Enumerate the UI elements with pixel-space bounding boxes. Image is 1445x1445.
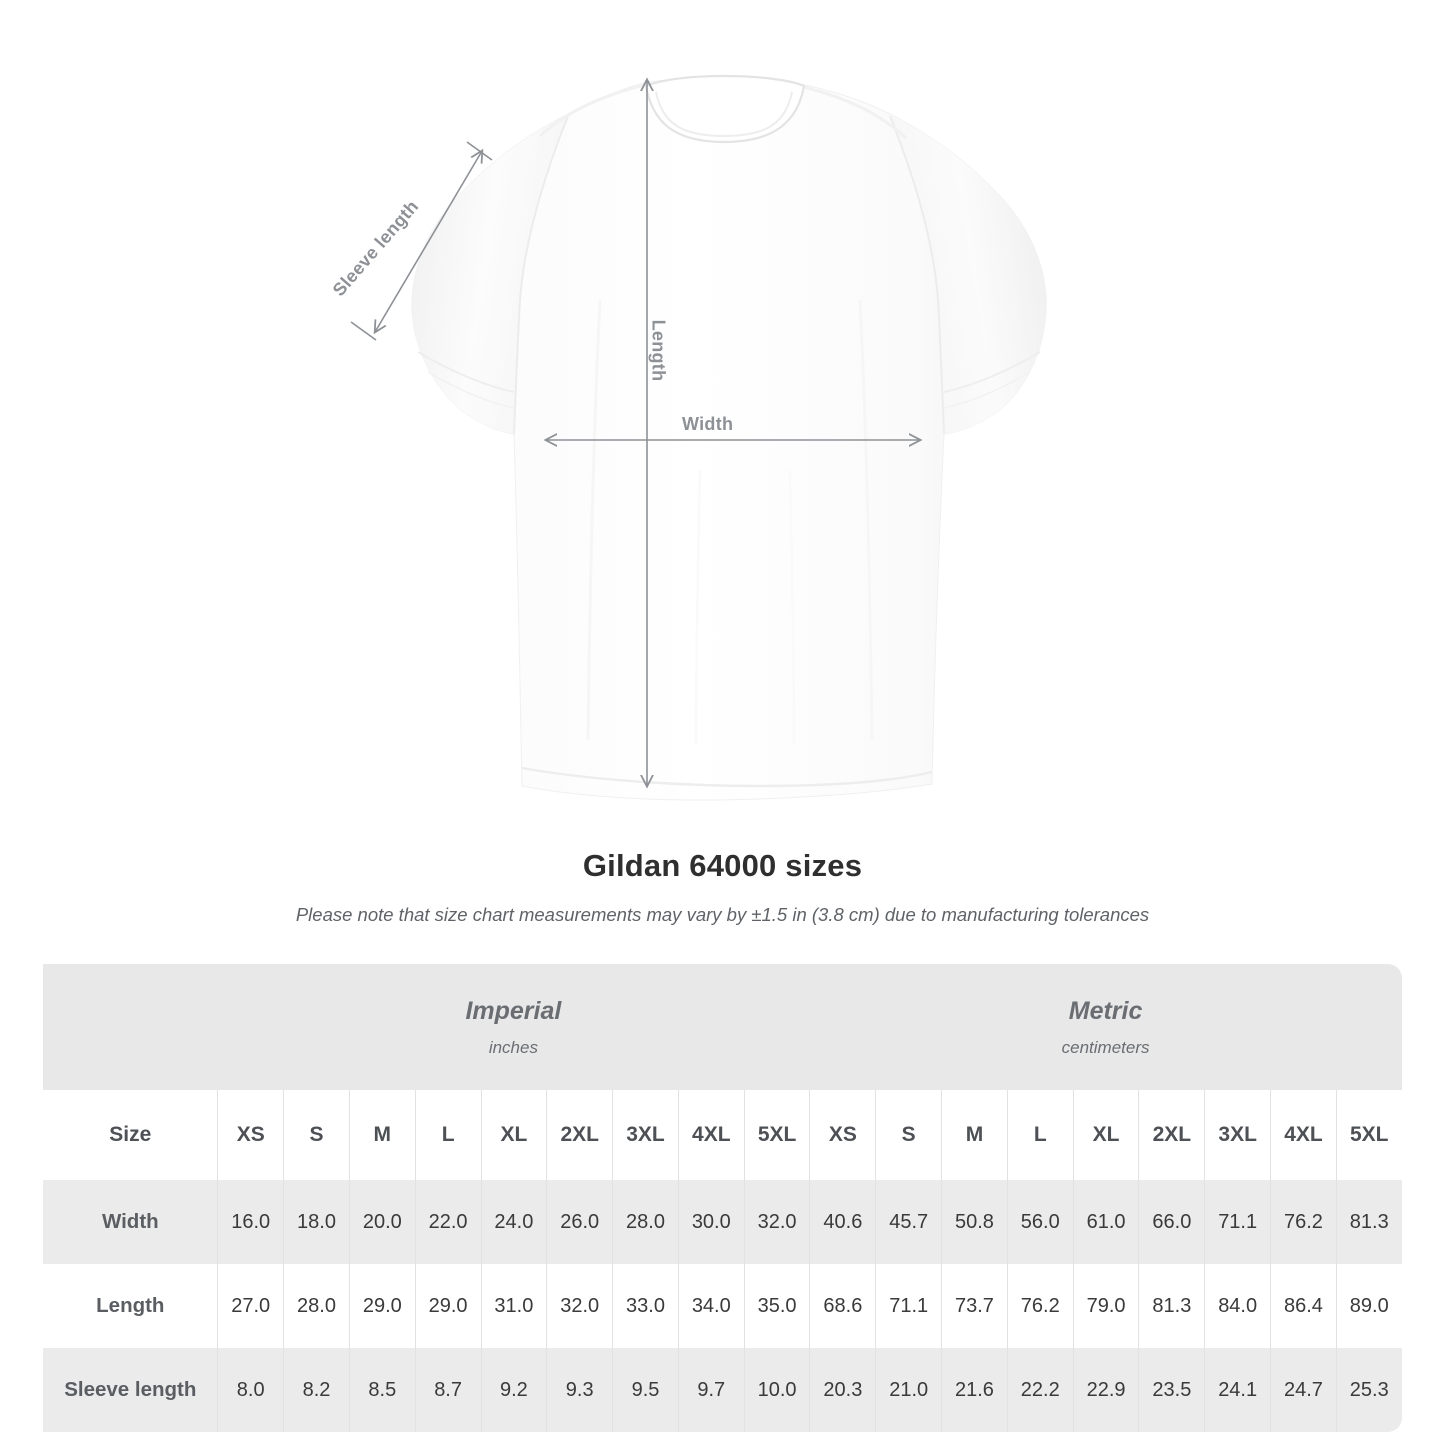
length-metric-3xl: 84.0 (1204, 1264, 1271, 1348)
length-imperial-3xl: 33.0 (612, 1264, 678, 1348)
sleeve-metric-4xl: 24.7 (1270, 1348, 1336, 1432)
length-imperial-4xl: 34.0 (677, 1264, 744, 1348)
width-imperial-2xl: 26.0 (546, 1180, 613, 1264)
unit-group-metric: Metric centimeters (809, 964, 1402, 1090)
width-imperial-m: 20.0 (348, 1180, 415, 1264)
length-imperial-xs: 27.0 (217, 1264, 284, 1348)
header-col-1: S (283, 1090, 349, 1180)
length-metric-xl: 79.0 (1072, 1264, 1139, 1348)
length-imperial-s: 28.0 (283, 1264, 349, 1348)
table-header-row: Size XS S M L XL 2XL 3XL 4XL 5XL XS S M … (43, 1090, 1402, 1180)
width-metric-xs: 40.6 (809, 1180, 876, 1264)
sleeve-metric-2xl: 23.5 (1138, 1348, 1205, 1432)
sleeve-imperial-2xl: 9.3 (546, 1348, 613, 1432)
width-imperial-4xl: 30.0 (677, 1180, 744, 1264)
table-row: Width 16.0 18.0 20.0 22.0 24.0 26.0 28.0… (43, 1180, 1402, 1264)
width-imperial-xs: 16.0 (217, 1180, 284, 1264)
sleeve-imperial-l: 8.7 (414, 1348, 481, 1432)
table-row: Sleeve length 8.0 8.2 8.5 8.7 9.2 9.3 9.… (43, 1348, 1402, 1432)
sleeve-length-dimension (350, 141, 493, 341)
sleeve-metric-xs: 20.3 (809, 1348, 876, 1432)
header-col-9: XS (809, 1090, 876, 1180)
width-metric-m: 50.8 (941, 1180, 1007, 1264)
header-col-8: 5XL (743, 1090, 810, 1180)
metric-unit: centimeters (1061, 1037, 1150, 1057)
length-imperial-2xl: 32.0 (546, 1264, 613, 1348)
header-col-4: XL (480, 1090, 547, 1180)
length-imperial-l: 29.0 (414, 1264, 481, 1348)
table-row: Length 27.0 28.0 29.0 29.0 31.0 32.0 33.… (43, 1264, 1402, 1348)
header-col-3: L (414, 1090, 481, 1180)
header-col-2: M (348, 1090, 415, 1180)
sleeve-metric-xl: 22.9 (1072, 1348, 1139, 1432)
length-metric-2xl: 81.3 (1138, 1264, 1205, 1348)
sleeve-imperial-xl: 9.2 (480, 1348, 547, 1432)
header-col-11: M (941, 1090, 1007, 1180)
width-imperial-5xl: 32.0 (743, 1180, 810, 1264)
width-metric-s: 45.7 (875, 1180, 942, 1264)
header-col-0: XS (217, 1090, 284, 1180)
header-col-13: XL (1072, 1090, 1139, 1180)
sleeve-imperial-5xl: 10.0 (743, 1348, 810, 1432)
tolerance-note: Please note that size chart measurements… (295, 904, 1150, 925)
length-metric-4xl: 86.4 (1270, 1264, 1336, 1348)
length-metric-m: 73.7 (941, 1264, 1007, 1348)
width-imperial-l: 22.0 (414, 1180, 481, 1264)
tshirt-garment (411, 74, 1047, 801)
header-col-15: 3XL (1204, 1090, 1271, 1180)
size-chart-table: Imperial inches Metric centimeters Size … (43, 964, 1402, 1432)
sleeve-metric-3xl: 24.1 (1204, 1348, 1271, 1432)
width-imperial-s: 18.0 (283, 1180, 349, 1264)
width-metric-3xl: 71.1 (1204, 1180, 1271, 1264)
sleeve-imperial-3xl: 9.5 (612, 1348, 678, 1432)
length-metric-5xl: 89.0 (1335, 1264, 1402, 1348)
length-imperial-5xl: 35.0 (743, 1264, 810, 1348)
row-label-length: Length (43, 1264, 218, 1348)
sleeve-imperial-m: 8.5 (348, 1348, 415, 1432)
imperial-unit: inches (488, 1037, 538, 1057)
width-imperial-3xl: 28.0 (612, 1180, 678, 1264)
sleeve-metric-s: 21.0 (875, 1348, 942, 1432)
sleeve-metric-l: 22.2 (1006, 1348, 1073, 1432)
sleeve-imperial-xs: 8.0 (217, 1348, 284, 1432)
size-table-wrapper: Imperial inches Metric centimeters Size … (0, 926, 1445, 1432)
header-col-14: 2XL (1138, 1090, 1205, 1180)
width-metric-l: 56.0 (1006, 1180, 1073, 1264)
header-col-12: L (1006, 1090, 1073, 1180)
header-col-17: 5XL (1335, 1090, 1402, 1180)
tshirt-svg (350, 74, 1047, 801)
length-metric-l: 76.2 (1006, 1264, 1073, 1348)
length-imperial-m: 29.0 (348, 1264, 415, 1348)
page-title: Gildan 64000 sizes (582, 848, 863, 883)
length-imperial-xl: 31.0 (480, 1264, 547, 1348)
length-metric-xs: 68.6 (809, 1264, 876, 1348)
sleeve-metric-5xl: 25.3 (1335, 1348, 1402, 1432)
unit-group-imperial: Imperial inches (217, 964, 810, 1090)
header-col-10: S (875, 1090, 942, 1180)
title-block: Gildan 64000 sizes Please note that size… (0, 830, 1445, 926)
unit-spacer (43, 964, 218, 1090)
header-size-label: Size (43, 1090, 218, 1180)
header-col-16: 4XL (1270, 1090, 1336, 1180)
metric-name: Metric (1068, 997, 1143, 1026)
width-imperial-xl: 24.0 (480, 1180, 547, 1264)
header-col-7: 4XL (677, 1090, 744, 1180)
width-metric-xl: 61.0 (1072, 1180, 1139, 1264)
header-col-6: 3XL (612, 1090, 678, 1180)
row-label-width: Width (43, 1180, 218, 1264)
imperial-name: Imperial (465, 997, 562, 1026)
width-metric-5xl: 81.3 (1335, 1180, 1402, 1264)
sleeve-imperial-4xl: 9.7 (677, 1348, 744, 1432)
length-label: Length (648, 319, 669, 382)
row-label-sleeve-length: Sleeve length (43, 1348, 218, 1432)
sleeve-imperial-s: 8.2 (283, 1348, 349, 1432)
sleeve-metric-m: 21.6 (941, 1348, 1007, 1432)
unit-group-row: Imperial inches Metric centimeters (43, 964, 1402, 1090)
header-col-5: 2XL (546, 1090, 613, 1180)
width-metric-4xl: 76.2 (1270, 1180, 1336, 1264)
length-metric-s: 71.1 (875, 1264, 942, 1348)
width-label: Width (682, 414, 734, 434)
width-metric-2xl: 66.0 (1138, 1180, 1205, 1264)
tshirt-diagram: Sleeve length Length Width (328, 74, 1047, 801)
